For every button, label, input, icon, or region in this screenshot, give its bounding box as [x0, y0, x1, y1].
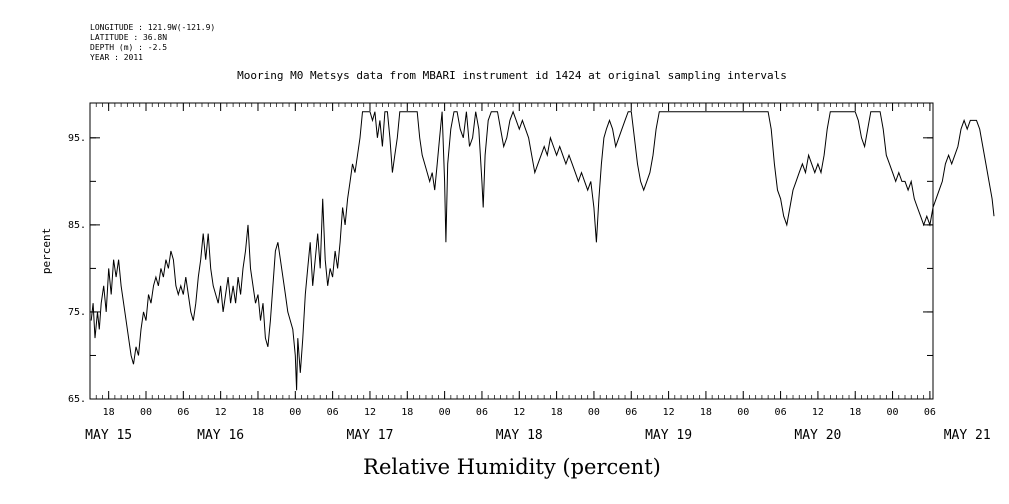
series-line: [90, 110, 995, 391]
x-day-label: MAY 19: [645, 428, 692, 443]
x-tick-label: 18: [252, 407, 264, 418]
x-tick-label: 18: [551, 407, 563, 418]
y-axis-label: percent: [40, 228, 53, 274]
year-line: YEAR : 2011: [90, 53, 143, 62]
longitude-line: LONGITUDE : 121.9W(-121.9): [90, 23, 215, 32]
latitude-line: LATITUDE : 36.8N: [90, 33, 167, 42]
y-tick-label: 95.: [68, 133, 86, 144]
x-tick-label: 12: [513, 407, 525, 418]
x-tick-label: 00: [588, 407, 600, 418]
x-tick-label: 06: [625, 407, 637, 418]
x-tick-label: 18: [700, 407, 712, 418]
x-tick-label: 00: [140, 407, 152, 418]
x-day-label: MAY 20: [794, 428, 841, 443]
x-tick-label: 18: [401, 407, 413, 418]
y-tick-label: 85.: [68, 220, 86, 231]
plot-frame: [89, 102, 934, 400]
y-axis: 65. 75. 85. 95.: [68, 133, 933, 405]
minor-ticks: [89, 103, 931, 399]
x-tick-label: 12: [215, 407, 227, 418]
x-tick-label: 06: [177, 407, 189, 418]
station-metadata: LONGITUDE : 121.9W(-121.9) LATITUDE : 36…: [90, 23, 215, 62]
x-tick-label: 00: [887, 407, 899, 418]
x-day-label: MAY 17: [346, 428, 393, 443]
x-tick-label: 00: [737, 407, 749, 418]
x-day-label: MAY 16: [197, 428, 244, 443]
x-day-label: MAY 15: [85, 428, 132, 443]
x-tick-label: 06: [924, 407, 936, 418]
x-tick-label: 18: [849, 407, 861, 418]
y-tick-label: 65.: [68, 394, 86, 405]
x-day-label: MAY 18: [496, 428, 543, 443]
x-tick-label: 18: [103, 407, 115, 418]
x-tick-label: 12: [364, 407, 376, 418]
x-tick-label: 06: [327, 407, 339, 418]
x-tick-label: 00: [289, 407, 301, 418]
x-axis-label: Relative Humidity (percent): [363, 455, 661, 479]
x-axis: 18 00 06 12 18 00 06 12 18 00 06 12 18 00 06 12 18 00 06 12…: [85, 103, 991, 443]
x-tick-label: 06: [775, 407, 787, 418]
x-day-label: MAY 21: [944, 428, 991, 443]
hourly-ticks: [89, 103, 931, 399]
chart-title: Mooring M0 Metsys data from MBARI instru…: [237, 69, 787, 82]
x-tick-label: 06: [476, 407, 488, 418]
y-tick-label: 75.: [68, 307, 86, 318]
depth-line: DEPTH (m) : -2.5: [90, 43, 167, 52]
x-tick-label: 12: [663, 407, 675, 418]
x-tick-label: 12: [812, 407, 824, 418]
x-tick-label: 00: [439, 407, 451, 418]
